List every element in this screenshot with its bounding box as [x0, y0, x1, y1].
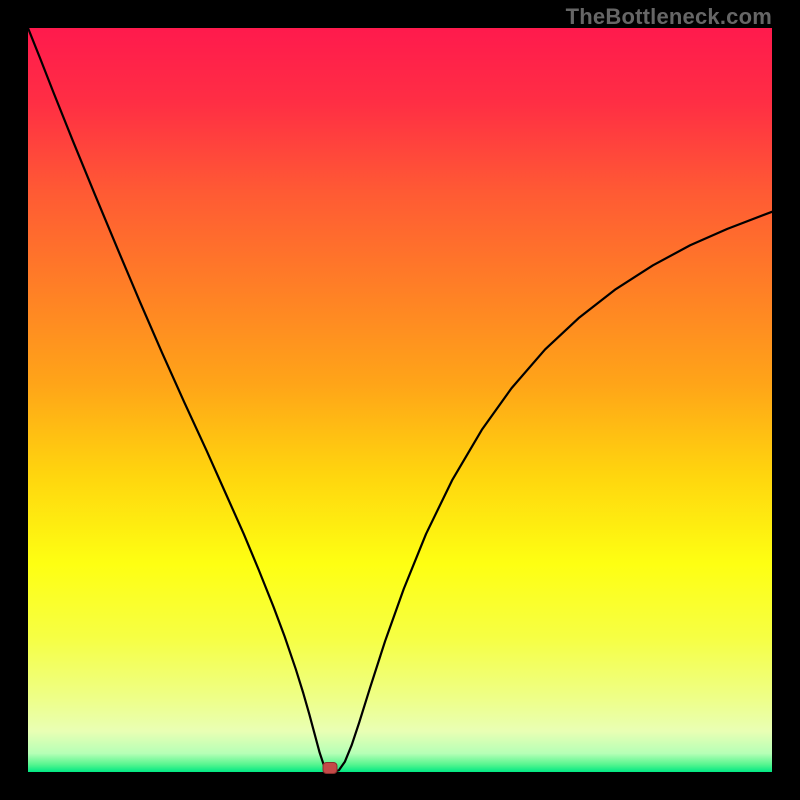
- plot-container: [28, 28, 772, 772]
- outer-frame: TheBottleneck.com: [0, 0, 800, 800]
- optimal-point-marker: [323, 762, 338, 774]
- plot-svg: [28, 28, 772, 772]
- watermark-text: TheBottleneck.com: [566, 4, 772, 30]
- plot-background: [28, 28, 772, 772]
